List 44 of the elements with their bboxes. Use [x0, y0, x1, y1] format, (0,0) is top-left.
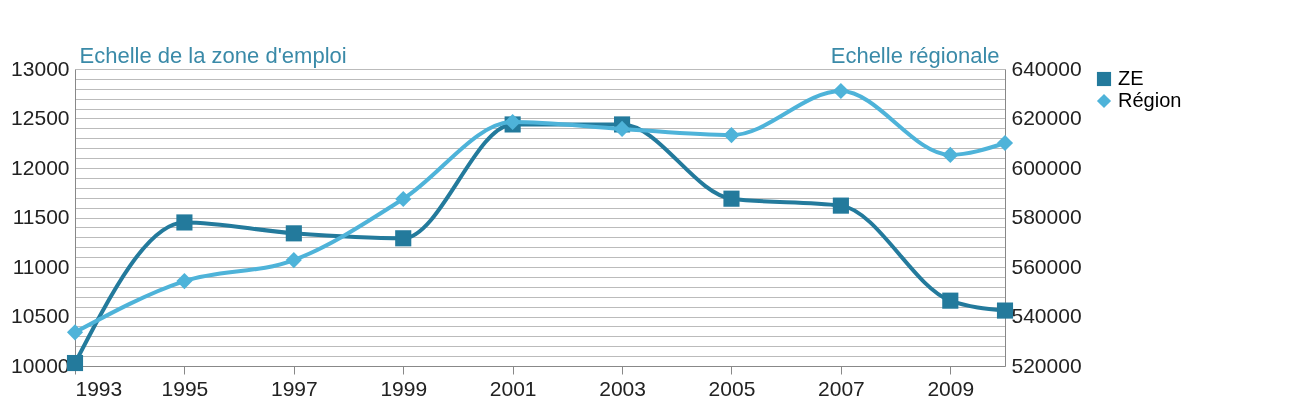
- point: [66, 354, 84, 372]
- y-axis-title: Echelle de la zone d'emploi: [79, 42, 347, 68]
- point: [395, 230, 412, 247]
- y2-tick-label: 640000: [1011, 56, 1082, 80]
- y2-axis-title: Echelle régionale: [830, 42, 1000, 68]
- y2-tick-label: 600000: [1011, 155, 1082, 179]
- point: [176, 273, 193, 290]
- x-tick-label: 2005: [708, 376, 756, 400]
- y2-tick-label: 620000: [1011, 106, 1082, 129]
- legend-label: ZE: [1118, 67, 1144, 89]
- point: [832, 197, 849, 214]
- point: [723, 190, 740, 207]
- x-tick-label: 2007: [818, 376, 865, 400]
- x-tick-label: 1993: [75, 376, 123, 400]
- y2-tick-label: 580000: [1011, 205, 1082, 228]
- x-tick-label: 2003: [599, 376, 646, 400]
- y-tick-label: 13000: [11, 56, 70, 80]
- point: [996, 302, 1014, 319]
- point: [66, 324, 84, 341]
- y-tick-label: 11000: [12, 254, 70, 278]
- x-tick-label: 2009: [927, 376, 975, 400]
- y-tick-label: 12000: [11, 155, 70, 179]
- x-tick-label: 1997: [270, 376, 318, 400]
- point: [723, 127, 740, 144]
- point: [614, 120, 631, 137]
- y2-tick-label: 520000: [1011, 353, 1082, 377]
- point: [942, 146, 959, 163]
- x-tick-label: 1999: [380, 376, 428, 400]
- legend-label: Région: [1118, 89, 1182, 111]
- y-tick-label: 10500: [11, 304, 70, 327]
- point: [176, 214, 193, 231]
- point: [395, 190, 412, 207]
- y-tick-label: 11500: [12, 205, 70, 228]
- point: [832, 82, 849, 100]
- point: [285, 252, 302, 269]
- y2-tick-label: 560000: [1011, 254, 1082, 278]
- y2-tick-label: 540000: [1011, 304, 1082, 327]
- point: [942, 292, 959, 309]
- point: [996, 134, 1014, 152]
- x-tick-label: 2001: [489, 376, 537, 400]
- y-tick-label: 10000: [11, 353, 70, 377]
- y-tick-label: 12500: [11, 106, 70, 129]
- point: [285, 225, 302, 242]
- x-tick-label: 1995: [161, 376, 209, 400]
